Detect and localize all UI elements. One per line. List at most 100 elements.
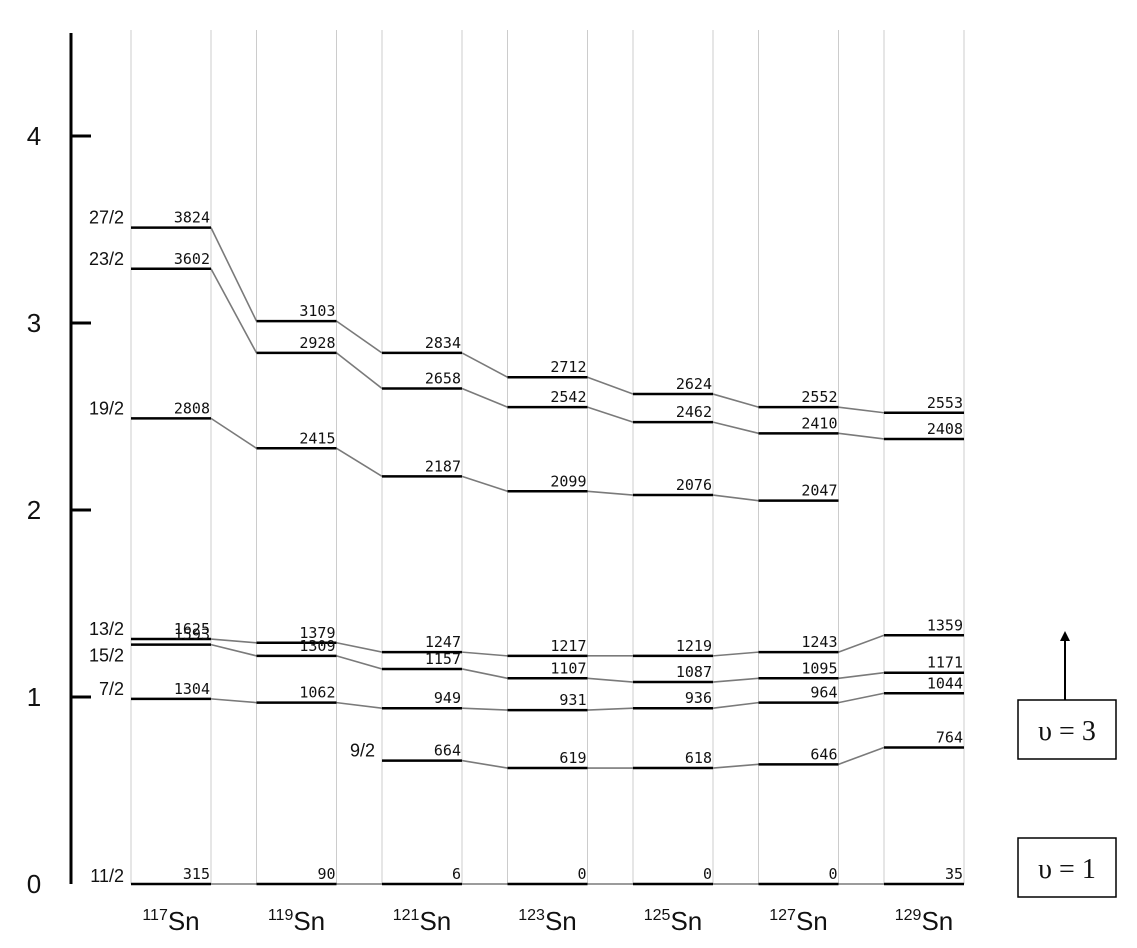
connector-lines bbox=[210, 227, 885, 885]
connector-line bbox=[210, 417, 257, 449]
connector-line bbox=[210, 227, 258, 322]
energy-label: 2712 bbox=[550, 358, 586, 376]
energy-label: 1243 bbox=[801, 633, 837, 651]
energy-label: 2099 bbox=[550, 472, 586, 490]
energy-label: 1379 bbox=[299, 624, 335, 642]
connector-line bbox=[210, 643, 257, 657]
spin-label: 15/2 bbox=[89, 646, 124, 666]
spin-label: 7/2 bbox=[99, 679, 124, 699]
connector-line bbox=[587, 376, 634, 395]
energy-label: 764 bbox=[936, 728, 963, 746]
energy-axis: 0 1 2 3 4 bbox=[27, 33, 91, 899]
energy-label: 2553 bbox=[927, 394, 963, 412]
energy-label: 1062 bbox=[299, 684, 335, 702]
spin-label: 9/2 bbox=[350, 741, 375, 761]
legend-v3: υ = 3 bbox=[1017, 631, 1117, 760]
energy-label: 6 bbox=[452, 865, 461, 883]
energy-label: 619 bbox=[559, 749, 586, 767]
connector-line bbox=[712, 421, 759, 435]
energy-label: 1625 bbox=[174, 620, 210, 638]
isotope-label: 121Sn bbox=[393, 906, 452, 936]
energy-label: 646 bbox=[810, 745, 837, 763]
energy-label: 2415 bbox=[299, 429, 335, 447]
connector-line bbox=[461, 707, 508, 711]
energy-label: 0 bbox=[577, 865, 586, 883]
energy-label: 936 bbox=[685, 689, 712, 707]
energy-label: 2928 bbox=[299, 334, 335, 352]
connector-line bbox=[336, 320, 383, 354]
spin-label: 23/2 bbox=[89, 249, 124, 269]
connector-line bbox=[461, 651, 508, 657]
connector-line bbox=[838, 692, 885, 704]
connector-line bbox=[712, 393, 759, 408]
energy-label: 1107 bbox=[550, 659, 586, 677]
energy-label: 3103 bbox=[299, 302, 335, 320]
energy-label: 931 bbox=[559, 691, 586, 709]
connector-line bbox=[838, 746, 885, 766]
energy-label: 90 bbox=[317, 865, 335, 883]
energy-label: 1359 bbox=[927, 616, 963, 634]
energy-label: 1087 bbox=[676, 663, 712, 681]
isotope-mass: 119 bbox=[268, 907, 294, 924]
connector-line bbox=[712, 701, 759, 710]
energy-label: 949 bbox=[434, 689, 461, 707]
energy-levels bbox=[131, 226, 964, 886]
connector-line bbox=[587, 677, 634, 683]
connector-line bbox=[336, 447, 383, 478]
energy-label: 1157 bbox=[425, 650, 461, 668]
energy-label: 2542 bbox=[550, 388, 586, 406]
column-gridlines bbox=[130, 30, 965, 884]
energy-label: 2462 bbox=[676, 403, 712, 421]
isotope-label: 117Sn bbox=[142, 906, 199, 936]
energy-label: 1247 bbox=[425, 633, 461, 651]
connector-line bbox=[712, 494, 759, 502]
connector-line bbox=[587, 490, 634, 496]
connector-line bbox=[712, 677, 759, 683]
isotope-mass: 123 bbox=[518, 907, 545, 924]
connector-line bbox=[461, 759, 508, 769]
connector-line bbox=[712, 763, 759, 769]
energy-label: 315 bbox=[183, 865, 210, 883]
legend-label-v3: υ = 3 bbox=[1038, 716, 1096, 747]
spin-label: 13/2 bbox=[89, 619, 124, 639]
energy-label: 3602 bbox=[174, 250, 210, 268]
energy-label: 3824 bbox=[174, 209, 210, 227]
axis-tick-label: 4 bbox=[27, 121, 41, 151]
isotope-label: 127Sn bbox=[769, 906, 828, 936]
energy-label: 618 bbox=[685, 749, 712, 767]
axis-tick-label: 1 bbox=[27, 682, 41, 712]
connector-line bbox=[461, 475, 508, 493]
isotope-mass: 127 bbox=[769, 907, 796, 924]
isotope-mass: 121 bbox=[393, 907, 420, 924]
connector-line bbox=[336, 701, 383, 710]
energy-label: 1095 bbox=[801, 659, 837, 677]
energy-label: 2552 bbox=[801, 388, 837, 406]
connector-line bbox=[838, 634, 885, 653]
isotope-label: 129Sn bbox=[895, 906, 954, 936]
isotope-symbol: Sn bbox=[545, 906, 577, 936]
energy-label: 0 bbox=[703, 865, 712, 883]
isotope-label: 123Sn bbox=[518, 906, 577, 936]
energy-label: 1044 bbox=[927, 674, 963, 692]
connector-line bbox=[712, 651, 759, 657]
spin-labels: 11/2 7/2 15/2 13/2 9/2 19/2 23/2 27/2 bbox=[89, 208, 375, 886]
isotope-symbol: Sn bbox=[670, 906, 702, 936]
isotope-symbol: Sn bbox=[921, 906, 953, 936]
spin-label: 11/2 bbox=[90, 866, 124, 886]
connector-line bbox=[336, 352, 383, 390]
isotope-labels: 117Sn 119Sn 121Sn 123Sn 125Sn 127Sn 129Sn bbox=[142, 906, 953, 936]
energy-label: 2658 bbox=[425, 369, 461, 387]
energy-label: 2187 bbox=[425, 457, 461, 475]
isotope-symbol: Sn bbox=[419, 906, 451, 936]
energy-label: 2808 bbox=[174, 399, 210, 417]
axis-tick-label: 0 bbox=[27, 869, 41, 899]
isotope-symbol: Sn bbox=[796, 906, 828, 936]
connector-line bbox=[838, 671, 885, 680]
spin-label: 27/2 bbox=[89, 208, 124, 228]
connector-line bbox=[210, 698, 257, 704]
energy-label: 2408 bbox=[927, 420, 963, 438]
energy-label: 1304 bbox=[174, 680, 210, 698]
connector-line bbox=[461, 668, 508, 680]
